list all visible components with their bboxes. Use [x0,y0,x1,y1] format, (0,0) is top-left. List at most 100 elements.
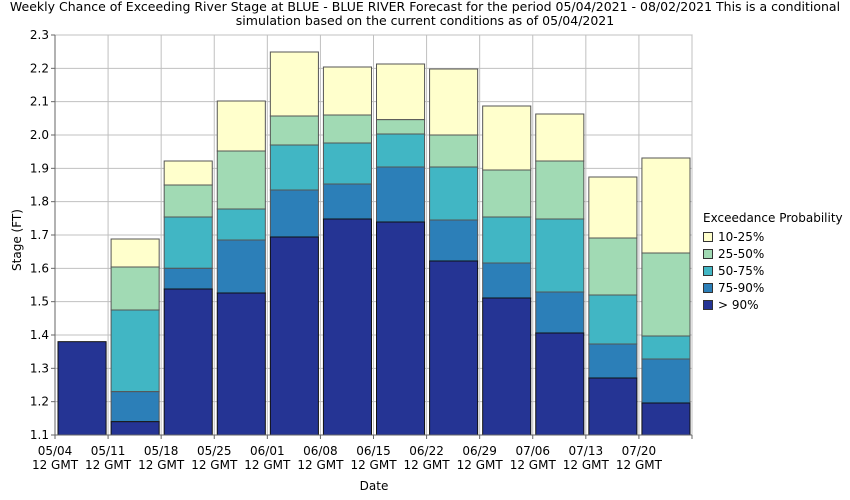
bar-segment-75-90- [322,183,372,220]
bar-segment-50-75- [641,335,691,360]
bar-segment-75-90- [429,219,479,262]
y-tick-label: 2.1 [30,95,49,109]
x-tick-sublabel: 12 GMT [85,458,132,472]
legend-label: 75-90% [718,280,765,295]
bar-segment-25-50- [588,237,638,296]
bar-segment-10-25- [216,100,266,152]
bar-segment-75-90- [535,291,585,334]
y-tick-label: 1.9 [30,161,49,175]
bar-segment-25-50- [322,114,372,144]
y-tick-label: 1.7 [30,228,49,242]
x-tick-sublabel: 12 GMT [616,458,663,472]
legend-label: 25-50% [718,246,765,261]
bar-segment--90- [322,218,372,436]
legend-swatch [703,248,713,259]
legend-swatch [703,265,713,276]
legend-item: > 90% [703,296,843,313]
x-tick-label: 05/04 [38,444,73,458]
bar-segment--90- [376,221,426,436]
bar-segment--90- [641,402,691,436]
x-tick-label: 07/06 [515,444,550,458]
x-tick-sublabel: 12 GMT [138,458,185,472]
bar-segment-75-90- [588,343,638,379]
x-tick-sublabel: 12 GMT [350,458,397,472]
legend-item: 10-25% [703,228,843,245]
bar-segment-10-25- [110,238,160,268]
bar-segment-50-75- [429,166,479,221]
bar-segment--90- [429,260,479,436]
bar-segment-10-25- [588,176,638,239]
bar-segment--90- [588,377,638,436]
x-tick-label: 05/25 [197,444,232,458]
x-tick-label: 05/18 [144,444,179,458]
x-tick-sublabel: 12 GMT [297,458,344,472]
bar-segment-25-50- [429,134,479,168]
bar-segment-10-25- [641,157,691,254]
bar-segment-10-25- [163,160,213,186]
y-tick-label: 2.0 [30,128,49,142]
x-tick-label: 06/08 [303,444,338,458]
bar-segment-50-75- [163,216,213,269]
bar-segment-75-90- [376,166,426,223]
bar-segment-10-25- [376,63,426,121]
bar-segment-75-90- [269,189,319,238]
legend-label: > 90% [718,297,759,312]
bar-segment-75-90- [110,391,160,423]
x-tick-sublabel: 12 GMT [510,458,557,472]
y-tick-label: 1.2 [30,395,49,409]
bar-segment-75-90- [163,267,213,290]
y-tick-label: 1.1 [30,428,49,442]
bar-segment-50-75- [376,133,426,168]
x-tick-sublabel: 12 GMT [32,458,79,472]
bar-segment-25-50- [269,115,319,146]
y-tick-label: 1.8 [30,195,49,209]
bar-segment-25-50- [163,184,213,218]
bar-segment-50-75- [588,294,638,345]
bar-segment-10-25- [269,51,319,117]
x-tick-sublabel: 12 GMT [191,458,238,472]
bar-segment-50-75- [269,144,319,191]
bar-segment-10-25- [535,113,585,162]
bar-segment-25-50- [535,160,585,220]
bar-segment-25-50- [482,169,532,218]
bar-segment--90- [110,421,160,436]
legend-item: 50-75% [703,262,843,279]
bar-segment--90- [57,341,107,436]
x-tick-label: 07/20 [622,444,657,458]
y-tick-label: 1.6 [30,261,49,275]
x-tick-label: 06/22 [409,444,444,458]
bar-segment-25-50- [110,266,160,311]
bar-segment-10-25- [482,105,532,171]
chart-title: Weekly Chance of Exceeding River Stage a… [0,0,850,28]
bar-segment-10-25- [429,68,479,136]
bar-segment-50-75- [322,142,372,185]
y-tick-label: 1.3 [30,361,49,375]
legend-title: Exceedance Probability [703,211,843,225]
bar-segment-75-90- [641,358,691,404]
x-tick-sublabel: 12 GMT [563,458,610,472]
bar-segment-75-90- [482,262,532,299]
x-tick-label: 07/13 [569,444,604,458]
bar-segment-50-75- [482,216,532,264]
bar-segment-75-90- [216,239,266,294]
legend-item: 75-90% [703,279,843,296]
bar-segment-50-75- [216,208,266,241]
bar-segment--90- [482,297,532,436]
y-tick-label: 2.3 [30,28,49,42]
x-tick-label: 06/29 [462,444,497,458]
bar-segment--90- [216,292,266,436]
y-tick-label: 1.4 [30,328,49,342]
bar-segment--90- [163,288,213,436]
x-tick-label: 06/01 [250,444,285,458]
y-tick-label: 2.2 [30,61,49,75]
legend-label: 10-25% [718,229,765,244]
legend-swatch [703,282,713,293]
bar-segment-10-25- [322,66,372,116]
bar-segment--90- [269,236,319,436]
title-line-2: simulation based on the current conditio… [235,13,615,28]
legend-label: 50-75% [718,263,765,278]
legend: Exceedance Probability 10-25% 25-50% 50-75… [703,211,843,313]
x-tick-label: 05/11 [91,444,126,458]
